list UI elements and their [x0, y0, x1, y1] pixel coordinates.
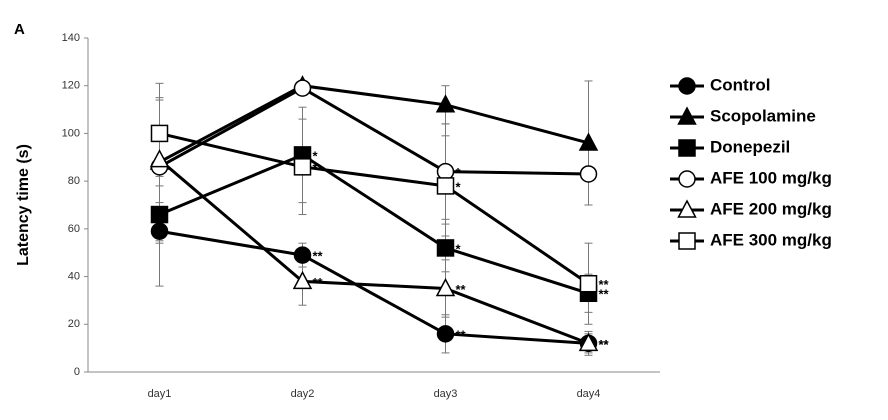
- data-point: [436, 177, 455, 195]
- data-point: [579, 165, 598, 183]
- significance-label: *: [456, 179, 462, 194]
- x-tick-label: day3: [434, 388, 458, 400]
- y-tick-label: 100: [62, 127, 80, 139]
- data-point: [150, 205, 169, 224]
- data-point: [292, 270, 313, 290]
- legend-marker: [677, 106, 697, 125]
- significance-label: **: [599, 337, 610, 352]
- legend-label: AFE 200 mg/kg: [710, 199, 832, 218]
- significance-label: *: [313, 148, 319, 163]
- significance-label: **: [599, 277, 610, 292]
- data-point: [435, 94, 456, 113]
- legend-label: AFE 100 mg/kg: [710, 168, 832, 187]
- legend-label: Scopolamine: [710, 106, 816, 125]
- data-point: [150, 222, 169, 240]
- significance-label: **: [599, 287, 610, 302]
- series-line: [158, 86, 589, 176]
- x-tick-label: day4: [577, 388, 601, 400]
- y-tick-label: 140: [62, 32, 80, 44]
- series-line: [158, 153, 589, 295]
- y-tick-label: 60: [68, 223, 80, 235]
- data-point: [436, 325, 455, 343]
- y-tick-label: 40: [68, 270, 80, 282]
- y-tick-label: 120: [62, 80, 80, 92]
- y-axis-label: Latency time (s): [15, 144, 32, 266]
- legend-marker: [678, 77, 696, 95]
- data-point: [435, 277, 456, 297]
- data-point: [293, 79, 312, 97]
- series-line: [158, 158, 590, 345]
- significance-label: **: [313, 275, 324, 290]
- series-line: [159, 229, 589, 345]
- x-tick-label: day1: [148, 388, 172, 400]
- legend-marker: [678, 139, 696, 157]
- significance-label: **: [456, 282, 467, 297]
- legend-marker: [677, 199, 697, 218]
- panel-label: A: [14, 21, 25, 38]
- data-point: [293, 158, 312, 176]
- legend-marker: [678, 232, 696, 250]
- data-point: [578, 332, 599, 352]
- y-tick-label: 20: [68, 318, 80, 330]
- data-point: [293, 246, 312, 264]
- x-tick-label: day2: [291, 388, 315, 400]
- significance-label: *: [313, 160, 319, 175]
- significance-label: *: [456, 165, 462, 180]
- legend-label: Donepezil: [710, 137, 790, 156]
- significance-label: **: [599, 337, 610, 352]
- significance-label: *: [456, 241, 462, 256]
- series-line: [158, 84, 589, 164]
- legend-label: Control: [710, 75, 770, 94]
- data-point: [436, 239, 455, 257]
- significance-label: **: [313, 249, 324, 264]
- data-point: [578, 132, 599, 151]
- y-tick-label: 80: [68, 175, 80, 187]
- data-point: [579, 274, 598, 293]
- significance-label: **: [456, 327, 467, 342]
- legend-label: AFE 300 mg/kg: [710, 230, 832, 249]
- legend-marker: [678, 170, 696, 188]
- data-point: [150, 124, 169, 143]
- series-line: [159, 131, 590, 285]
- y-tick-label: 0: [74, 366, 80, 378]
- data-point: [149, 149, 170, 168]
